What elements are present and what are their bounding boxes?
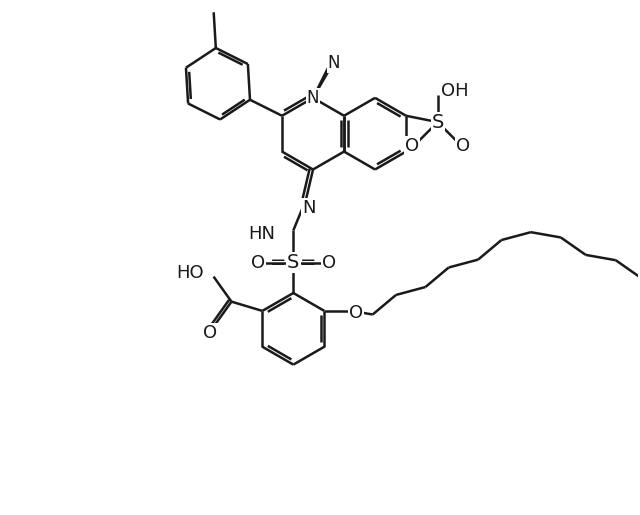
Text: HO: HO [176, 264, 204, 282]
Text: O: O [202, 324, 217, 341]
Text: OH: OH [441, 82, 468, 100]
Text: =: = [270, 253, 287, 272]
Text: O: O [456, 136, 470, 154]
Text: S: S [431, 113, 444, 132]
Text: S: S [287, 253, 300, 272]
Text: N: N [328, 54, 340, 72]
Text: HN: HN [248, 226, 275, 243]
Text: O: O [322, 253, 336, 271]
Text: O: O [405, 136, 419, 154]
Text: N: N [302, 199, 316, 217]
Text: =: = [300, 253, 317, 272]
Text: N: N [307, 89, 319, 107]
Text: O: O [251, 253, 265, 271]
Text: O: O [349, 304, 364, 322]
